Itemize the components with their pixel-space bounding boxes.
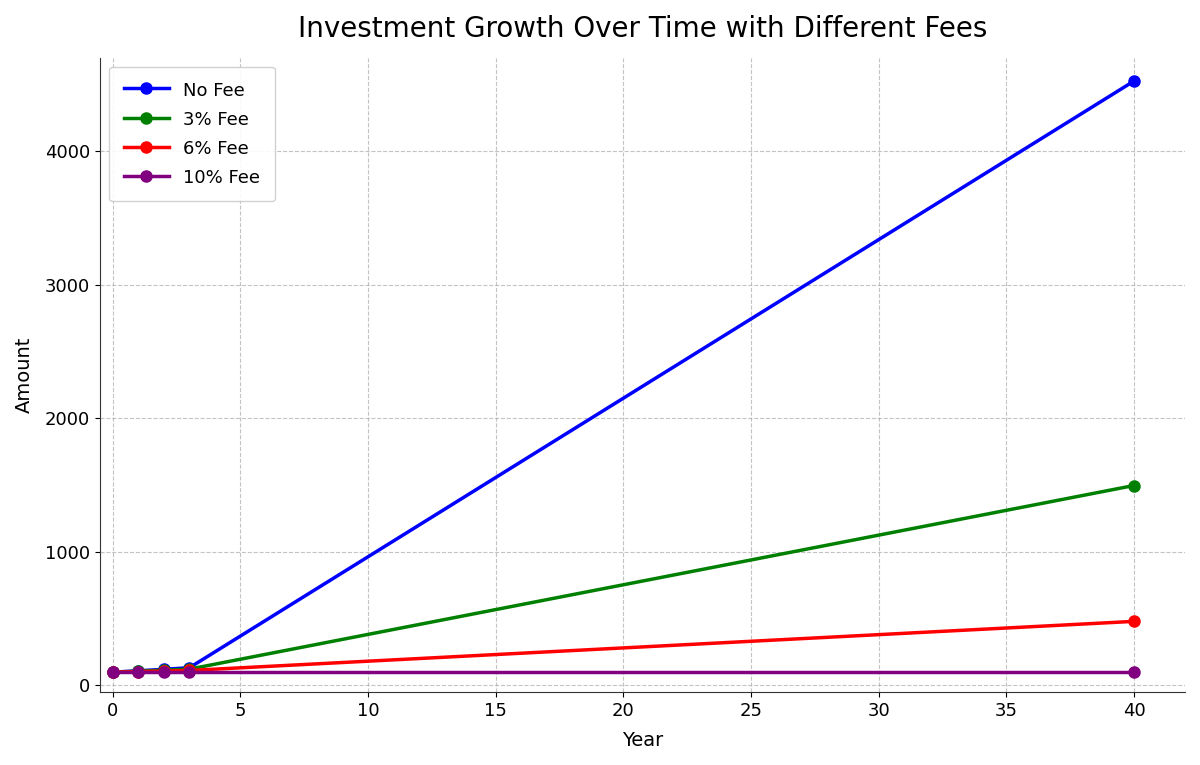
No Fee <box>1127 76 1141 86</box>
No Fee <box>106 668 120 677</box>
3% Fee <box>1127 481 1141 490</box>
No Fee <box>157 665 172 674</box>
Legend: No Fee, 3% Fee, 6% Fee, 10% Fee: No Fee, 3% Fee, 6% Fee, 10% Fee <box>109 67 275 201</box>
X-axis label: Year: Year <box>622 731 664 750</box>
10% Fee <box>182 668 197 677</box>
3% Fee <box>106 668 120 677</box>
6% Fee <box>157 666 172 675</box>
6% Fee <box>131 667 145 676</box>
3% Fee <box>182 665 197 674</box>
3% Fee <box>157 666 172 675</box>
Line: No Fee: No Fee <box>107 76 1140 678</box>
10% Fee <box>157 668 172 677</box>
No Fee <box>131 666 145 675</box>
Line: 3% Fee: 3% Fee <box>107 480 1140 678</box>
6% Fee <box>106 668 120 677</box>
Line: 10% Fee: 10% Fee <box>107 666 1140 678</box>
10% Fee <box>131 668 145 677</box>
6% Fee <box>182 666 197 675</box>
10% Fee <box>106 668 120 677</box>
6% Fee <box>1127 617 1141 626</box>
10% Fee <box>1127 668 1141 677</box>
Y-axis label: Amount: Amount <box>14 337 34 413</box>
No Fee <box>182 663 197 672</box>
Title: Investment Growth Over Time with Different Fees: Investment Growth Over Time with Differe… <box>298 15 988 43</box>
3% Fee <box>131 666 145 675</box>
Line: 6% Fee: 6% Fee <box>107 616 1140 678</box>
